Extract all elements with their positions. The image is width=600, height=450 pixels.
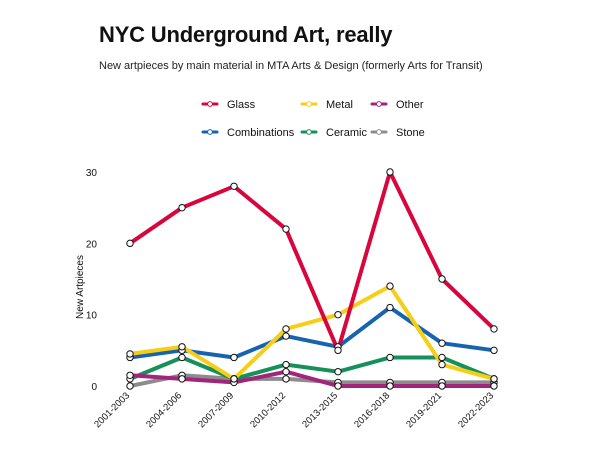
legend-label-ceramic: Ceramic: [326, 127, 367, 139]
y-axis: 0 10 20 30 New Artpieces: [75, 168, 97, 393]
point-other-2013-2015: [334, 382, 342, 390]
series-line-metal: [128, 284, 496, 381]
point-metal-2004-2006: [178, 343, 186, 351]
point-metal-2013-2015: [334, 310, 342, 319]
x-tick-label-2019-2021: 2019-2021: [404, 390, 444, 430]
point-metal-2007-2009: [230, 375, 238, 383]
legend-marker-glass: [207, 101, 213, 107]
series-points: [126, 168, 498, 390]
point-metal-2001-2003: [126, 350, 134, 358]
point-ceramic-2013-2015: [334, 368, 342, 376]
point-other-2010-2012: [282, 368, 290, 376]
legend-marker-stone: [376, 129, 382, 135]
point-metal-2022-2023: [490, 375, 498, 383]
point-metal-2019-2021: [438, 360, 446, 369]
series-lines: [128, 170, 496, 388]
chart-title: NYC Underground Art, really: [99, 22, 393, 47]
y-axis-label: New Artpieces: [75, 255, 86, 319]
x-tick-label-2007-2009: 2007-2009: [196, 390, 236, 430]
legend-marker-combinations: [207, 129, 213, 135]
point-ceramic-2016-2018: [386, 353, 394, 362]
point-stone-2001-2003: [126, 382, 134, 390]
point-other-2022-2023: [490, 382, 498, 390]
point-other-2019-2021: [438, 382, 446, 390]
x-tick-label-2016-2018: 2016-2018: [352, 390, 392, 430]
legend-label-other: Other: [396, 99, 424, 111]
series-line-glass: [128, 170, 496, 353]
x-tick-label-2004-2006: 2004-2006: [144, 390, 184, 430]
point-glass-2007-2009: [230, 182, 238, 190]
point-glass-2001-2003: [126, 239, 134, 248]
point-stone-2010-2012: [282, 375, 290, 383]
series-line-ceramic: [128, 355, 496, 381]
legend-label-metal: Metal: [326, 99, 353, 111]
y-tick-label-0: 0: [91, 382, 97, 393]
x-axis: 2001-2003 2004-2006 2007-2009 2010-2012 2013…: [92, 390, 496, 430]
point-glass-2004-2006: [178, 203, 186, 212]
point-glass-2016-2018: [386, 168, 394, 176]
point-glass-2010-2012: [282, 225, 290, 233]
y-tick-label-20: 20: [86, 239, 98, 250]
legend-marker-other: [376, 101, 382, 107]
point-metal-2010-2012: [282, 325, 290, 333]
point-combinations-2016-2018: [386, 303, 394, 312]
point-other-2001-2003: [126, 371, 134, 379]
point-metal-2016-2018: [386, 282, 394, 290]
point-ceramic-2019-2021: [438, 353, 446, 362]
x-tick-label-2010-2012: 2010-2012: [248, 390, 288, 430]
legend-marker-metal: [306, 101, 312, 107]
point-combinations-2007-2009: [230, 353, 238, 362]
y-tick-label-30: 30: [86, 168, 98, 179]
y-tick-label-10: 10: [86, 311, 98, 322]
legend-label-glass: Glass: [227, 99, 256, 111]
x-tick-label-2013-2015: 2013-2015: [300, 390, 340, 430]
point-ceramic-2004-2006: [178, 353, 186, 362]
point-other-2016-2018: [386, 382, 394, 390]
legend: Glass Metal Other Combinations Ceramic Stone: [201, 99, 425, 139]
point-other-2004-2006: [178, 375, 186, 383]
series-line-other: [128, 369, 496, 388]
x-tick-label-2022-2023: 2022-2023: [456, 390, 496, 430]
chart-subtitle: New artpieces by main material in MTA Ar…: [99, 60, 483, 72]
point-glass-2022-2023: [490, 325, 498, 333]
point-combinations-2022-2023: [490, 346, 498, 355]
point-glass-2019-2021: [438, 275, 446, 283]
point-combinations-2010-2012: [282, 332, 290, 340]
legend-label-combinations: Combinations: [227, 127, 295, 139]
point-ceramic-2010-2012: [282, 360, 290, 369]
legend-label-stone: Stone: [396, 127, 425, 139]
point-glass-2013-2015: [334, 346, 342, 355]
legend-marker-ceramic: [306, 129, 312, 135]
point-combinations-2019-2021: [438, 339, 446, 347]
x-tick-label-2001-2003: 2001-2003: [92, 390, 132, 430]
